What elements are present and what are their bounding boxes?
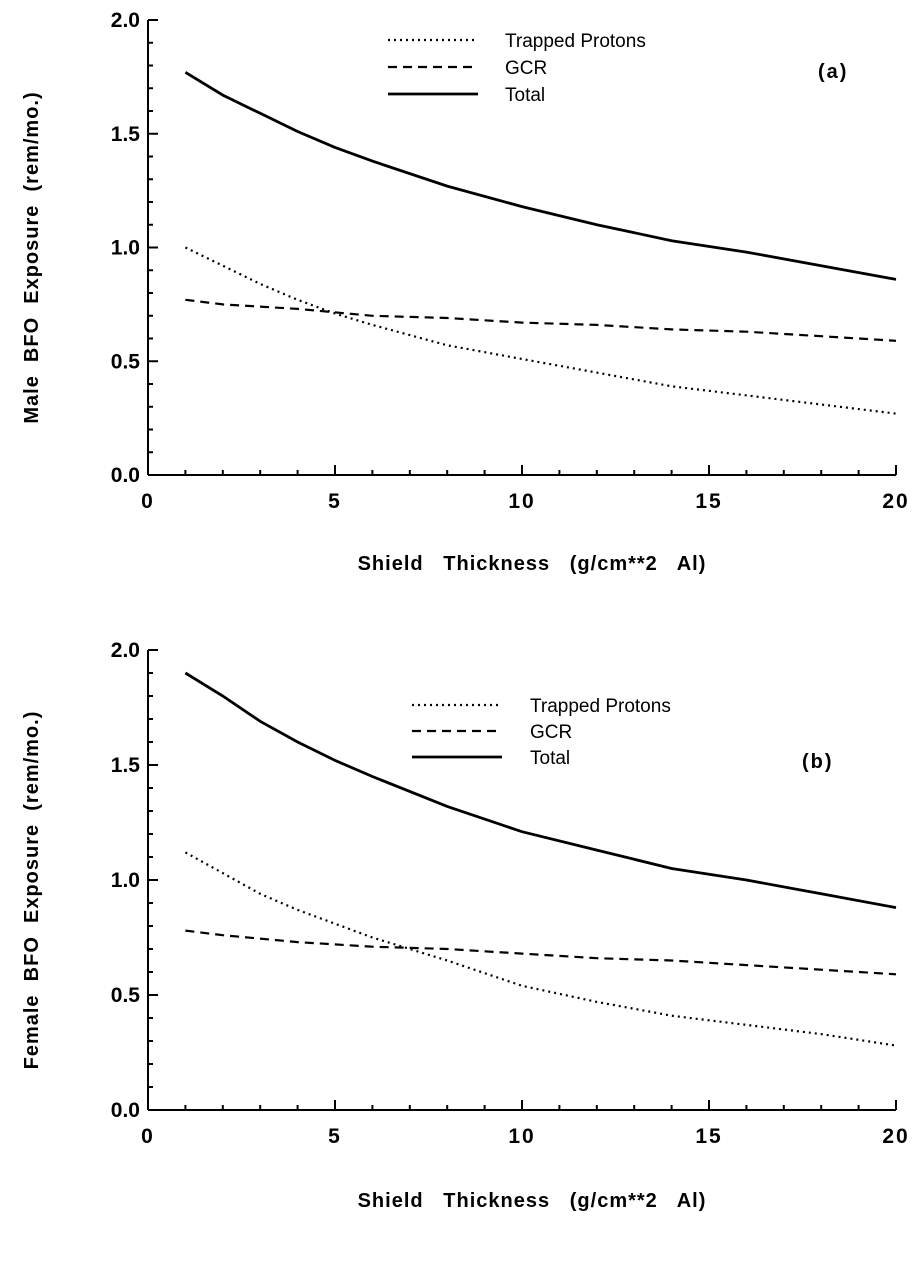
- series-line-trapped-protons: [184, 246, 897, 415]
- y-tick-label: 0.5: [111, 984, 141, 1007]
- chart-panel-a: 0.0 0.5 1.0 1.5 2.0 0 5 10 15 20 Shield Thickness …: [21, 9, 909, 575]
- y-axis-label: Male BFO Exposure (rem/mo.): [21, 91, 43, 423]
- x-axis-label: Shield Thickness (g/cm**2 Al): [358, 553, 707, 575]
- x-tick-label: 0: [141, 1125, 155, 1148]
- x-tick-label: 20: [882, 1125, 909, 1148]
- x-tick-label: 5: [328, 490, 342, 513]
- y-axis-label: Female BFO Exposure (rem/mo.): [21, 711, 43, 1070]
- panel-label: (b): [802, 751, 834, 773]
- x-tick-label: 0: [141, 490, 155, 513]
- y-tick-label: 1.0: [111, 869, 140, 892]
- panel-label: (a): [818, 61, 848, 83]
- series-line-gcr: [185, 298, 897, 342]
- x-axis-label: Shield Thickness (g/cm**2 Al): [358, 1190, 707, 1212]
- x-tick-label: 10: [508, 490, 535, 513]
- x-tick-label: 20: [882, 490, 909, 513]
- y-tick-label: 0.0: [111, 464, 140, 487]
- y-tick-label: 0.5: [111, 350, 141, 373]
- legend: Trapped Protons GCR Total: [388, 31, 646, 106]
- legend: Trapped Protons GCR Total: [412, 696, 671, 769]
- chart-panel-b: 0.0 0.5 1.0 1.5 2.0 0 5 10 15 20 Shield Thickness …: [21, 639, 909, 1212]
- y-tick-label: 1.5: [111, 754, 141, 777]
- x-tick-label: 5: [328, 1125, 342, 1148]
- x-tick-label: 10: [508, 1125, 535, 1148]
- legend-label: GCR: [505, 58, 547, 79]
- legend-label: Total: [505, 85, 545, 106]
- legend-label: Total: [530, 748, 570, 769]
- series-line-total: [184, 71, 897, 281]
- y-tick-label: 1.0: [111, 237, 140, 260]
- y-tick-label: 2.0: [111, 9, 140, 32]
- y-tick-label: 2.0: [111, 639, 140, 662]
- x-tick-label: 15: [695, 490, 722, 513]
- series-line-trapped-protons: [184, 851, 897, 1047]
- y-tick-label: 0.0: [111, 1099, 140, 1122]
- legend-label: GCR: [530, 722, 572, 743]
- y-tick-label: 1.5: [111, 123, 141, 146]
- x-tick-label: 15: [695, 1125, 722, 1148]
- legend-label: Trapped Protons: [530, 696, 671, 717]
- series-line-total: [184, 671, 897, 909]
- series-line-gcr: [185, 929, 897, 976]
- legend-label: Trapped Protons: [505, 31, 646, 52]
